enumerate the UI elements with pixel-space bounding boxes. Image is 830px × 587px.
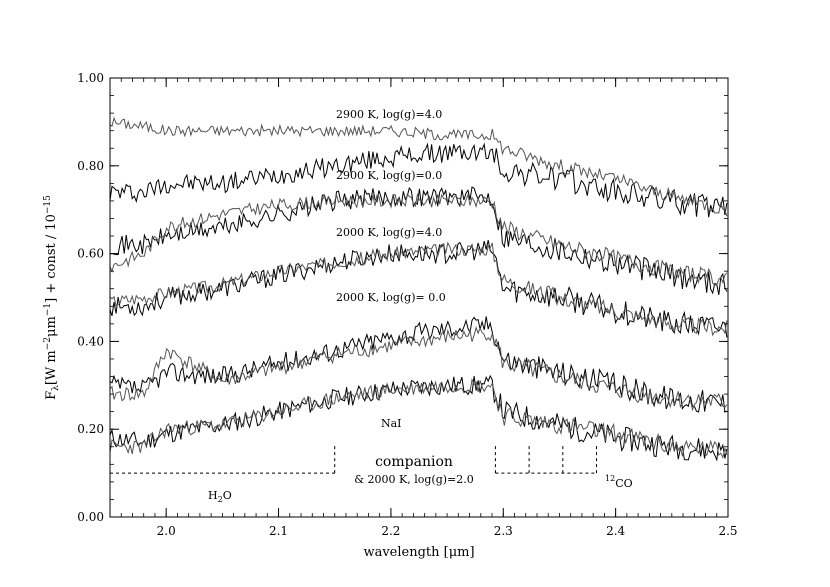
curve-label-2900k-logg4: 2900 K, log(g)=4.0: [336, 108, 442, 121]
y-tick-label: 1.00: [77, 71, 104, 85]
h2o-label-sub: 2: [218, 495, 223, 504]
h2o-label-main: H: [208, 489, 218, 502]
y-tick-label: 0.60: [77, 247, 104, 261]
companion-label: companion: [375, 454, 453, 470]
y-axis-label-body: [W m: [44, 350, 59, 385]
h2o-label-end: O: [223, 489, 232, 502]
x-axis-label: wavelength [μm]: [363, 545, 474, 560]
y-tick-label: 0.20: [77, 422, 104, 436]
spectra-curves: [109, 116, 728, 462]
spectrum-companion-offset-1: [109, 316, 728, 413]
y-axis-label-sup3: −15: [43, 195, 53, 214]
x-axis-label-end: ]: [469, 545, 474, 560]
x-tick-label: 2.1: [269, 524, 288, 538]
curve-label-2000k-logg4: 2000 K, log(g)=4.0: [336, 226, 442, 239]
axis-ticks: 2.0 2.1 2.2 2.3 2.4 2.5 0.00 0.20 0.40 0.60 0.80 1.…: [77, 71, 737, 538]
companion-model-label: & 2000 K, log(g)=2.0: [354, 473, 474, 486]
co-label-sup: 12: [605, 474, 615, 483]
curve-label-2000k-logg0: 2000 K, log(g)= 0.0: [336, 291, 446, 304]
spectrum-model-2900K-logg0: [109, 192, 728, 286]
y-tick-label: 0.40: [77, 334, 104, 348]
y-axis-label-sup1: −2: [43, 337, 53, 350]
y-axis-label-prefix: F: [44, 391, 59, 400]
x-axis-label-main: wavelength [: [363, 545, 448, 560]
y-axis-label: Fλ[W m−2μm−1] + const / 10−15: [43, 195, 61, 400]
y-axis-label-sup2: −1: [43, 303, 53, 316]
y-axis-label-sub: λ: [51, 385, 61, 391]
curve-label-2900k-logg0: 2900 K, log(g)=0.0: [336, 169, 442, 182]
co-label: 12CO: [605, 474, 633, 490]
co-label-main: CO: [615, 477, 632, 490]
spectrum-companion-offset-2: [109, 239, 728, 338]
x-tick-label: 2.3: [494, 524, 513, 538]
spectrum-companion-offset-3: [109, 186, 728, 295]
h2o-label: H2O: [208, 489, 232, 504]
y-tick-label: 0.80: [77, 159, 104, 173]
spectrum-model-2000K-logg2: [109, 377, 728, 459]
y-axis-label-tail: ] + const / 10: [44, 214, 59, 303]
spectrum-companion-offset-4: [109, 142, 728, 218]
y-tick-label: 0.00: [77, 510, 104, 524]
x-tick-label: 2.2: [381, 524, 400, 538]
spectrum-model-2000K-logg0: [109, 326, 728, 412]
spectrum-model-2000K-logg4: [109, 241, 728, 337]
spectrum-model-2900K-logg4: [109, 116, 728, 217]
feature-markers: [110, 444, 598, 474]
x-tick-label: 2.5: [718, 524, 737, 538]
x-tick-label: 2.4: [606, 524, 625, 538]
y-axis-label-mid: μm: [44, 316, 59, 337]
x-tick-label: 2.0: [157, 524, 176, 538]
nai-label: NaI: [381, 417, 402, 430]
x-axis-label-unit: μm: [449, 545, 470, 560]
plot-frame: [109, 77, 729, 518]
